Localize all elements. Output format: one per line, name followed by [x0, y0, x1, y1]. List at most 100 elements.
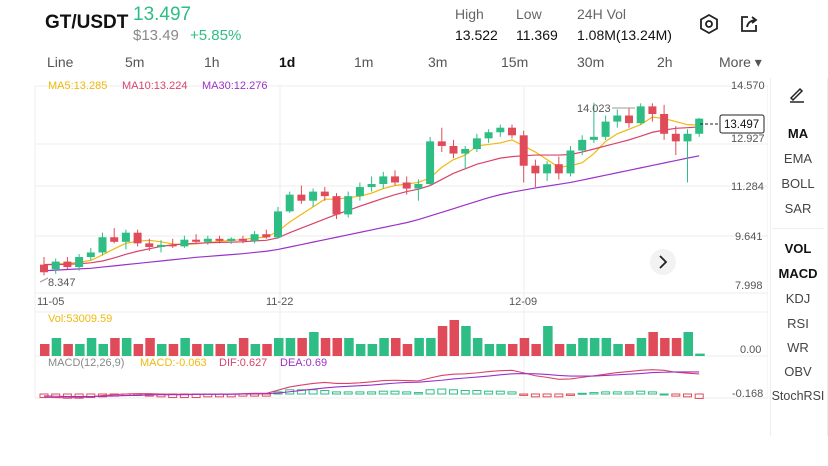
chevron-right-icon	[659, 255, 668, 269]
grid-lines	[34, 85, 768, 399]
candle-body	[297, 194, 306, 201]
candle-body	[543, 164, 552, 174]
candle-body	[40, 264, 48, 273]
macd-histogram-bar	[671, 393, 681, 397]
candle-body	[75, 257, 84, 268]
indicator-vol[interactable]: VOL	[784, 241, 812, 256]
candle-body	[238, 238, 247, 241]
indicator-boll[interactable]: BOLL	[781, 176, 815, 191]
indicator-macd[interactable]: MACD	[778, 266, 818, 281]
volume-bar	[589, 338, 600, 356]
candle-body	[508, 127, 516, 136]
macd-histogram-bar	[507, 391, 517, 395]
timeframe-1m[interactable]: 1m	[354, 54, 374, 70]
current-price-text: 13.497	[724, 119, 759, 131]
candle-body	[496, 127, 505, 133]
candle-body	[367, 183, 376, 188]
candle-body	[449, 145, 458, 154]
candle-body	[133, 232, 142, 244]
macd-histogram-bar	[343, 391, 353, 395]
candle-body	[274, 211, 282, 238]
scroll-right-button[interactable]	[650, 249, 676, 275]
volume-bar	[238, 338, 249, 356]
candle-body	[472, 138, 481, 149]
macd-histogram-bar	[320, 389, 330, 395]
candle-body	[648, 106, 657, 114]
candle-body	[601, 121, 610, 137]
kline-chart[interactable]: MA5:13.285 MA10:13.224 MA30:12.276 14.57…	[0, 76, 768, 406]
candle-body	[636, 106, 645, 124]
settings-icon[interactable]	[698, 13, 720, 35]
share-icon[interactable]	[738, 13, 760, 35]
candle-body	[262, 234, 271, 238]
volume-bar	[250, 344, 261, 356]
volume-bar	[297, 338, 307, 356]
draw-icon[interactable]	[787, 84, 807, 109]
candle-body	[437, 141, 446, 146]
indicator-stochrsi[interactable]: StochRSI	[771, 389, 825, 403]
macd-histogram-bar	[694, 393, 704, 399]
indicator-rsi[interactable]: RSI	[787, 316, 809, 331]
last-price: 13.497	[133, 4, 192, 25]
volume-bar	[531, 344, 541, 356]
low-value: 11.369	[516, 27, 558, 43]
timeframe-more[interactable]: More ▾	[719, 54, 762, 70]
macd-histogram-bar	[484, 390, 494, 395]
candle-body	[671, 133, 680, 142]
volume-bar	[51, 338, 62, 356]
candle-body	[426, 141, 435, 184]
volume-bar	[601, 338, 612, 356]
indicator-divider	[772, 228, 824, 229]
candle-body	[484, 132, 493, 139]
macd-histogram-bar	[472, 389, 482, 395]
high-label: High	[455, 6, 484, 22]
volume-bar	[86, 338, 97, 356]
ma5-line	[43, 116, 700, 266]
volume-bar	[63, 344, 73, 356]
candle-body	[578, 139, 587, 151]
macd-histogram-bar	[390, 390, 400, 395]
volume-bar	[426, 338, 436, 356]
indicator-obv[interactable]: OBV	[784, 364, 812, 379]
timeframe-2h[interactable]: 2h	[657, 54, 673, 70]
indicator-sar[interactable]: SAR	[784, 201, 812, 216]
macd-histogram-bar	[612, 391, 622, 395]
timeframe-5m[interactable]: 5m	[125, 54, 145, 70]
macd-histogram-bar	[542, 393, 552, 398]
timeframe-line[interactable]: Line	[47, 54, 74, 70]
timeframe-1h[interactable]: 1h	[204, 54, 220, 70]
candle-body	[192, 239, 201, 242]
macd-histogram-bar	[261, 393, 271, 397]
ma5-legend: MA5:13.285	[48, 80, 107, 92]
timeframe-30m[interactable]: 30m	[577, 54, 605, 70]
candle-body	[355, 187, 364, 197]
candle-body	[285, 194, 294, 212]
volume-bar	[332, 338, 342, 356]
volume-bar	[274, 338, 284, 356]
timeframe-3m[interactable]: 3m	[428, 54, 448, 70]
candle-body	[531, 165, 540, 174]
candle-body	[332, 196, 341, 215]
macd-histogram-bar	[367, 391, 377, 395]
volume-bar	[449, 320, 459, 356]
vol-value: 1.08M(13.24M)	[577, 27, 672, 43]
volume-bar	[110, 338, 120, 356]
indicator-ma[interactable]: MA	[787, 126, 809, 141]
macd-histogram-bar	[647, 391, 657, 395]
macd-histogram-bar	[308, 389, 318, 395]
candle-body	[168, 244, 177, 247]
price-axis-label: 11.284	[731, 181, 764, 193]
macd-histogram-bar	[332, 391, 341, 395]
ma30-line	[43, 155, 700, 272]
volume-bar	[554, 344, 565, 356]
pair-title[interactable]: GT/USDT	[45, 12, 129, 33]
high-value: 13.522	[455, 27, 498, 43]
volume-bar	[192, 344, 202, 356]
indicator-kdj[interactable]: KDJ	[785, 291, 811, 306]
indicator-wr[interactable]: WR	[787, 340, 809, 355]
timeframe-15m[interactable]: 15m	[501, 54, 529, 70]
candle-body	[402, 182, 411, 189]
indicator-ema[interactable]: EMA	[783, 151, 813, 166]
timeframe-1d[interactable]: 1d	[279, 54, 296, 70]
candle-body	[110, 237, 119, 242]
